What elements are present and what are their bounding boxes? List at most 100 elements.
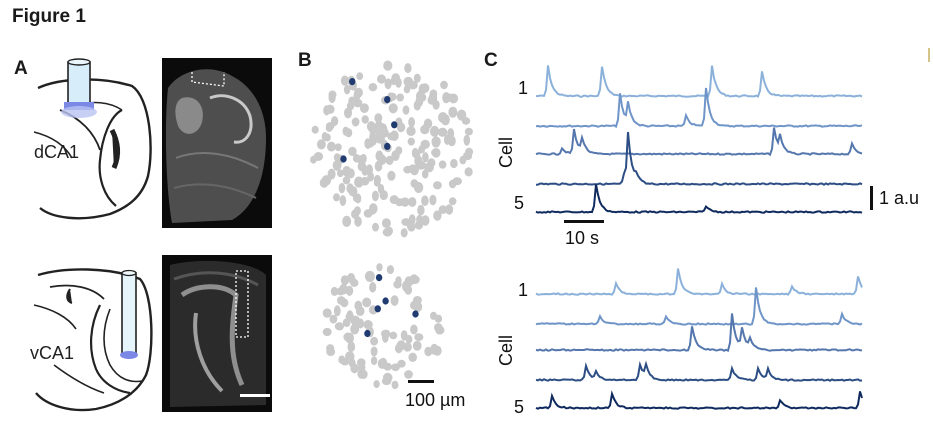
cell-footprint bbox=[333, 193, 340, 202]
cell-footprint bbox=[433, 181, 442, 190]
cell-footprint bbox=[387, 170, 396, 181]
cell-footprint bbox=[333, 305, 341, 317]
cell-footprint bbox=[407, 137, 415, 146]
cell-footprint bbox=[463, 134, 471, 146]
cell-footprint bbox=[445, 204, 454, 215]
cell-footprint bbox=[345, 351, 355, 362]
cell-footprint bbox=[450, 158, 458, 169]
cell-footprint bbox=[448, 93, 459, 104]
cell-footprint bbox=[401, 218, 411, 226]
cell-footprint bbox=[421, 195, 429, 206]
cell-footprint bbox=[350, 278, 359, 287]
cell-footprint bbox=[369, 131, 377, 143]
cell-footprint-highlighted bbox=[412, 310, 419, 318]
cell-footprint bbox=[372, 222, 379, 232]
cell-footprint bbox=[423, 118, 433, 129]
cell-footprint bbox=[342, 176, 351, 185]
cell-footprint bbox=[377, 154, 387, 165]
cell-footprint bbox=[377, 74, 386, 84]
cell-footprint bbox=[330, 286, 339, 296]
cell-footprint bbox=[353, 194, 361, 203]
cell-footprint bbox=[408, 352, 417, 362]
cell-footprint bbox=[370, 336, 379, 346]
scale-bar-label-100um: 100 µm bbox=[405, 390, 466, 410]
cell-footprint bbox=[353, 98, 363, 108]
cell-footprint bbox=[375, 133, 385, 144]
panel-a-label: A bbox=[14, 58, 28, 79]
calcium-trace bbox=[535, 65, 863, 98]
cell-footprint bbox=[373, 174, 381, 185]
dorsal-histology-image bbox=[162, 58, 272, 228]
cell-footprint bbox=[420, 83, 430, 94]
cell-footprint bbox=[437, 127, 448, 137]
cell-footprint bbox=[464, 167, 473, 177]
edge-mark bbox=[928, 48, 930, 62]
cell-footprint bbox=[381, 218, 391, 229]
cell-footprint bbox=[389, 331, 398, 340]
cell-footprint bbox=[404, 370, 413, 379]
cell-footprint-highlighted bbox=[340, 155, 347, 163]
cell-footprint-highlighted bbox=[364, 329, 371, 338]
trace-label-cell-5-dorsal: 5 bbox=[514, 193, 525, 213]
cell-footprint bbox=[421, 215, 430, 226]
cell-footprint bbox=[377, 184, 385, 194]
cell-footprint bbox=[414, 333, 424, 341]
cell-footprint bbox=[321, 132, 329, 141]
cell-axis-label-dorsal: Cell bbox=[496, 136, 516, 168]
cell-footprint bbox=[334, 143, 342, 152]
cell-footprint bbox=[385, 226, 393, 236]
cell-footprint bbox=[361, 115, 369, 124]
cell-footprint bbox=[412, 340, 422, 351]
cell-footprint bbox=[381, 377, 392, 386]
region-label-vca1: vCA1 bbox=[30, 343, 75, 363]
cell-footprint bbox=[431, 148, 441, 158]
cell-footprint bbox=[391, 363, 400, 372]
scale-bar-100um bbox=[408, 380, 434, 383]
cell-footprint bbox=[390, 295, 399, 306]
cell-footprint bbox=[329, 314, 338, 324]
cell-footprint-highlighted bbox=[375, 274, 383, 282]
cell-footprint bbox=[403, 342, 412, 352]
cell-footprint bbox=[421, 169, 429, 179]
cell-footprint bbox=[396, 122, 406, 133]
calcium-traces-dorsal bbox=[535, 65, 863, 214]
trace-label-cell-1-dorsal: 1 bbox=[518, 78, 529, 98]
time-scale-label: 10 s bbox=[565, 228, 600, 248]
cell-footprint bbox=[345, 312, 354, 322]
cell-footprint bbox=[408, 164, 418, 173]
cell-footprint bbox=[359, 369, 368, 379]
cell-footprint bbox=[404, 63, 412, 74]
cell-footprint-highlighted bbox=[384, 96, 391, 104]
cell-footprint bbox=[338, 182, 346, 194]
cell-footprint bbox=[379, 357, 388, 368]
cell-footprint bbox=[351, 117, 360, 127]
panel-b-label: B bbox=[298, 50, 312, 71]
cell-footprint bbox=[393, 280, 402, 289]
cell-footprint bbox=[448, 179, 457, 189]
cell-footprint bbox=[313, 152, 324, 161]
cell-footprints-dorsal bbox=[310, 60, 474, 238]
cell-footprint bbox=[425, 162, 434, 173]
cell-footprint bbox=[422, 152, 429, 163]
time-scale-bar bbox=[564, 220, 604, 223]
cell-footprint bbox=[311, 125, 319, 134]
figure-title: Figure 1 bbox=[12, 6, 86, 27]
cell-footprint bbox=[360, 153, 367, 164]
cell-footprint bbox=[443, 134, 451, 145]
cell-footprint bbox=[347, 341, 356, 353]
cell-footprint bbox=[357, 161, 367, 172]
calcium-traces-ventral bbox=[535, 268, 863, 410]
cell-footprint bbox=[354, 87, 363, 98]
trace-label-cell-5-ventral: 5 bbox=[514, 397, 525, 417]
cell-footprint bbox=[343, 84, 351, 95]
cell-footprints-ventral bbox=[322, 263, 445, 390]
cell-footprint bbox=[413, 73, 421, 83]
cell-footprint bbox=[354, 300, 363, 311]
dorsal-brain-schematic bbox=[33, 58, 152, 220]
cell-footprint bbox=[366, 121, 376, 132]
cell-footprint bbox=[434, 314, 443, 323]
cell-footprint bbox=[411, 147, 419, 159]
cell-footprint bbox=[431, 136, 441, 148]
cell-footprint bbox=[357, 358, 366, 367]
cell-footprint bbox=[413, 275, 420, 284]
